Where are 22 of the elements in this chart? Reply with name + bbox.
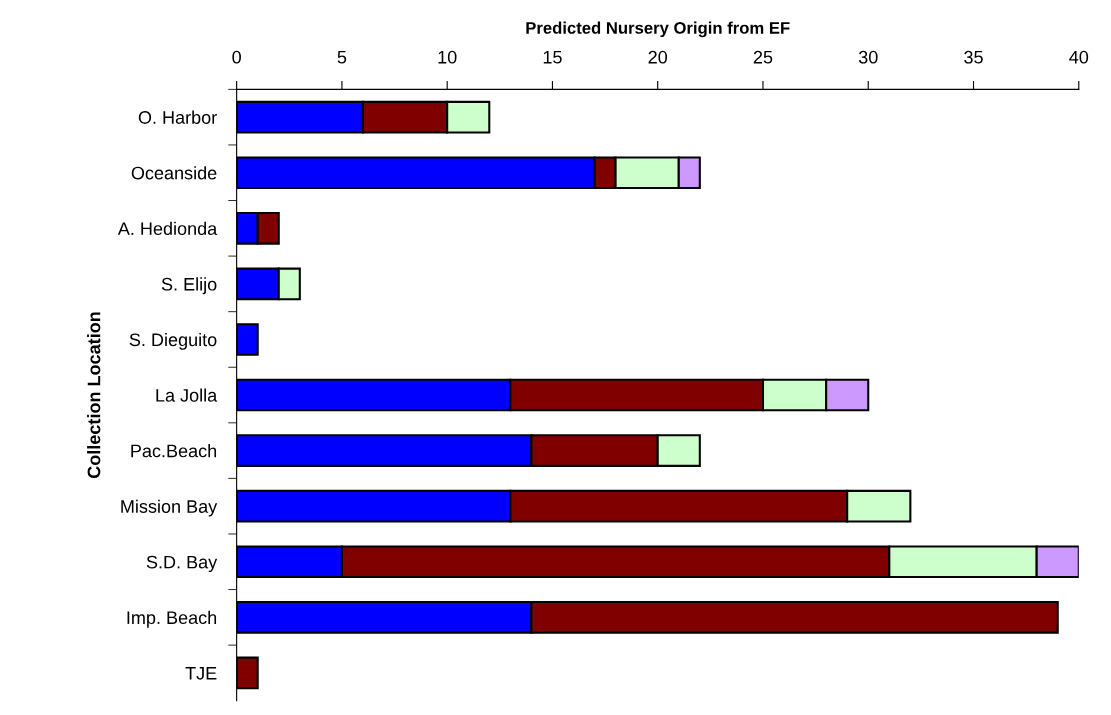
y-tick-label: O. Harbor	[138, 110, 217, 124]
y-tick-label: S.D. Bay	[146, 555, 218, 573]
y-tick-label: La Jolla	[156, 388, 218, 402]
x-axis-title: Predicted Nursery Origin from EF	[526, 21, 790, 38]
y-tick-label: Oceanside	[131, 166, 217, 180]
y-tick-label: Pac.Beach	[131, 444, 217, 458]
x-tick-label: 10	[438, 50, 457, 64]
x-tick-label: 0	[232, 50, 241, 64]
y-axis-title: Collection Location	[87, 312, 101, 479]
x-tick-label: 20	[648, 50, 668, 64]
x-tick-label: 30	[858, 50, 878, 64]
x-tick-label: 35	[964, 50, 983, 64]
x-tick-label: 15	[543, 50, 562, 64]
y-tick-label: S. Dieguito	[129, 332, 217, 350]
y-tick-label: Mission Bay	[121, 499, 218, 517]
y-tick-label: Imp. Beach	[127, 610, 217, 628]
x-tick-label: 5	[337, 50, 347, 64]
y-tick-label: TJE	[185, 667, 217, 680]
x-tick-label: 40	[1069, 50, 1089, 64]
y-tick-label: S. Elijo	[161, 277, 217, 295]
x-tick-label: 25	[753, 50, 773, 64]
y-tick-label: A. Hedionda	[117, 221, 218, 236]
